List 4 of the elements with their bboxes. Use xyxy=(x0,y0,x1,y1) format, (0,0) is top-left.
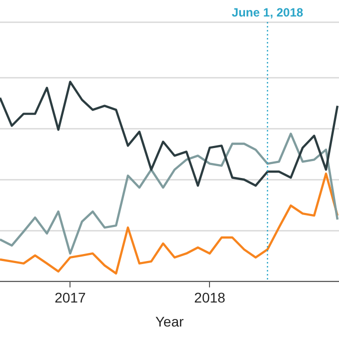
ref-line-label: June 1, 2018 xyxy=(232,5,304,20)
x-axis-title: Year xyxy=(155,313,184,330)
x-tick-label: 2017 xyxy=(54,290,86,306)
x-tick-label: 2018 xyxy=(194,290,226,306)
